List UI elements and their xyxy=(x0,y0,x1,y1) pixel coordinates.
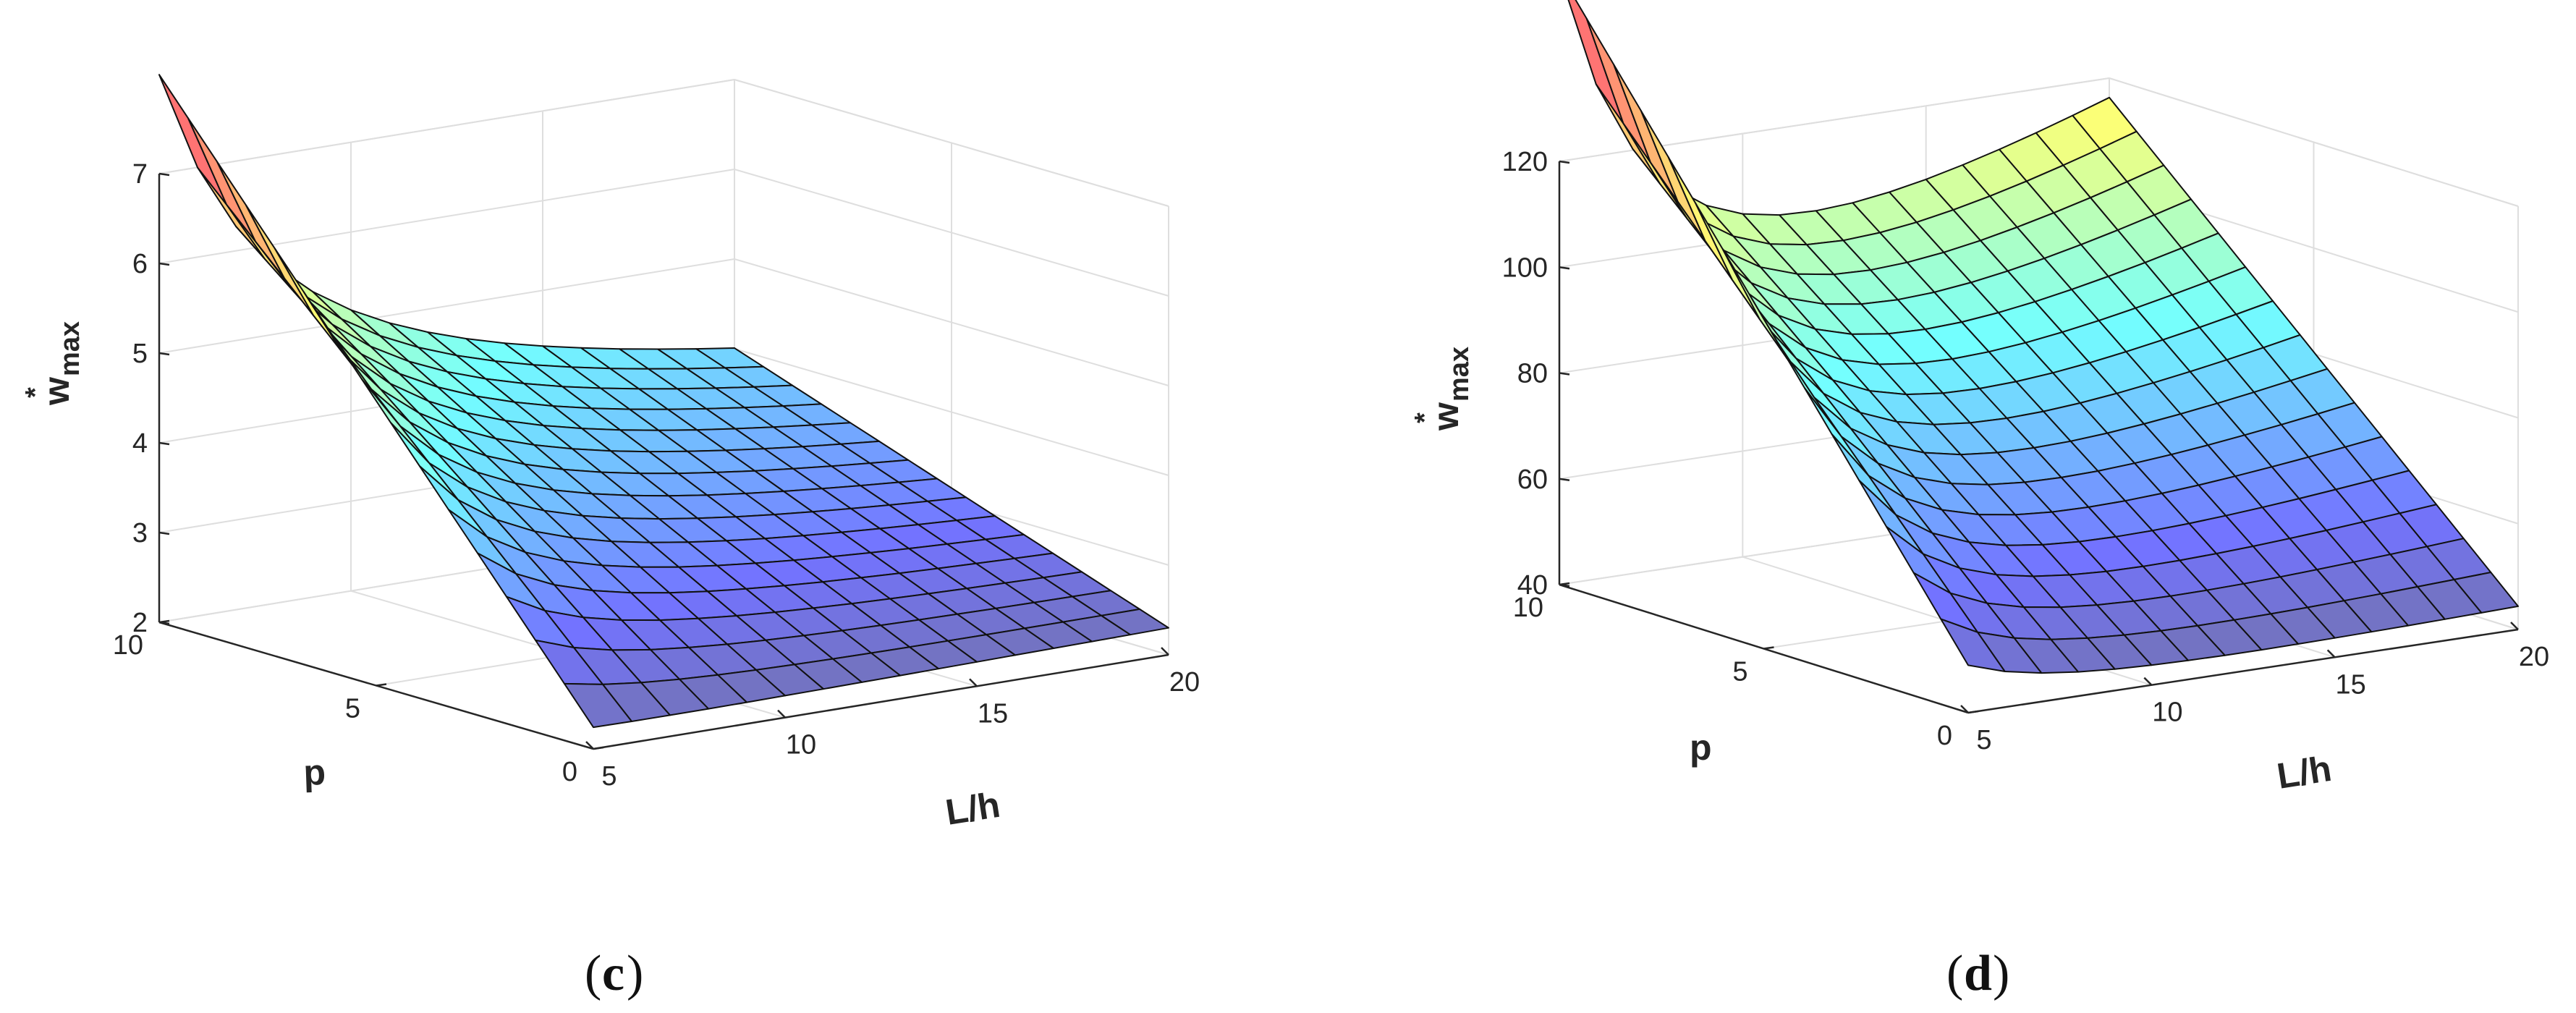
x-axis-label-d: L/h xyxy=(2274,748,2334,797)
z-tick-mark xyxy=(158,352,170,356)
y-tick-mark xyxy=(1763,646,1774,650)
z-tick-label: 4 xyxy=(132,428,148,459)
x-tick-labels-c: 5 10 15 20 xyxy=(585,647,1200,792)
y-tick-mark xyxy=(376,683,387,687)
surface-cell xyxy=(564,682,632,729)
z-tick-mark xyxy=(1559,583,1570,588)
grid-line xyxy=(158,258,735,354)
x-tick-mark xyxy=(969,678,978,687)
x-tick-label: 15 xyxy=(2336,669,2366,700)
x-tick-mark xyxy=(1960,705,1969,713)
z-axis-label-d: w * max xyxy=(1410,347,1475,431)
z-tick-mark xyxy=(1559,372,1570,376)
z-tick-label: 120 xyxy=(1502,147,1548,177)
surface-cell xyxy=(1567,0,1624,124)
x-tick-mark xyxy=(2143,677,2153,686)
z-tick-label: 60 xyxy=(1517,465,1548,495)
z-axis-label-sup-d: * xyxy=(1410,412,1440,423)
y-tick-labels-d: 0 5 10 xyxy=(1513,582,1979,751)
x-tick-mark xyxy=(777,709,786,719)
y-tick-mark xyxy=(1967,710,1979,714)
axis-line xyxy=(1967,628,2519,714)
y-tick-label: 5 xyxy=(1732,657,1747,687)
caption-letter-c: c xyxy=(602,946,624,1001)
z-axis-label-main-c: w xyxy=(36,377,77,406)
x-tick-label: 10 xyxy=(2152,698,2182,728)
z-tick-mark xyxy=(158,172,170,177)
x-axis-label-c: L/h xyxy=(943,784,1003,833)
surface-cell xyxy=(1585,17,1651,164)
surface-cell xyxy=(1640,110,1706,242)
z-tick-label: 100 xyxy=(1502,253,1548,283)
x-tick-mark xyxy=(2510,622,2519,630)
y-tick-label: 0 xyxy=(562,757,577,787)
z-tick-mark xyxy=(1559,478,1570,481)
x-tick-labels-d: 5 10 15 20 xyxy=(1960,622,2549,755)
z-axis-label-sub-d: max xyxy=(1444,347,1475,402)
z-tick-mark xyxy=(158,441,170,446)
panel-caption-d: ( d ) xyxy=(1946,946,2009,1001)
x-tick-label: 5 xyxy=(601,761,617,792)
z-tick-mark xyxy=(158,262,170,266)
y-tick-label: 10 xyxy=(1513,593,1543,623)
z-axis-label-sup-c: * xyxy=(20,387,51,398)
z-tick-label: 6 xyxy=(132,249,148,279)
z-axis-label-c: w * max xyxy=(20,321,85,406)
axis-line xyxy=(593,653,1169,750)
y-tick-label: 5 xyxy=(345,694,360,724)
z-tick-label: 80 xyxy=(1517,359,1548,389)
caption-paren-open-c: ( xyxy=(585,946,601,1001)
z-tick-label: 2 xyxy=(132,608,148,638)
z-tick-label: 7 xyxy=(132,159,148,190)
z-tick-mark xyxy=(1559,266,1570,270)
z-tick-mark xyxy=(158,531,170,535)
z-tick-label: 40 xyxy=(1517,570,1548,601)
y-tick-labels-c: 0 5 10 xyxy=(113,619,604,787)
surface-cell xyxy=(1940,618,2006,672)
surface-mesh-d xyxy=(1567,0,2519,674)
y-tick-mark xyxy=(593,746,604,750)
z-tick-labels-d: 40 60 80 100 120 xyxy=(1502,147,1570,601)
grid-line xyxy=(158,79,735,174)
z-tick-label: 5 xyxy=(132,339,148,369)
y-tick-label: 10 xyxy=(113,630,143,661)
x-tick-label: 20 xyxy=(2519,642,2549,672)
z-tick-mark xyxy=(1559,160,1570,164)
x-tick-mark xyxy=(2326,649,2336,658)
y-axis-label-c: p xyxy=(302,752,326,793)
panel-caption-c: ( c ) xyxy=(585,946,643,1001)
z-axis-label-sub-c: max xyxy=(55,321,85,376)
surface-cell xyxy=(187,117,256,242)
x-tick-label: 5 xyxy=(1976,725,1991,755)
y-axis-label-d: p xyxy=(1690,727,1712,768)
x-tick-label: 20 xyxy=(1169,667,1200,698)
x-tick-mark xyxy=(1161,647,1169,656)
surface-cell xyxy=(158,74,227,205)
surface-mesh-c xyxy=(158,74,1169,729)
caption-paren-close-d: ) xyxy=(1993,946,2009,1001)
z-tick-labels-c: 2 3 4 5 6 7 xyxy=(132,159,170,638)
grid-line xyxy=(734,79,1169,207)
z-axis-label-main-d: w xyxy=(1425,402,1466,431)
z-tick-label: 3 xyxy=(132,518,148,548)
caption-paren-open-d: ( xyxy=(1946,946,1963,1001)
x-tick-label: 10 xyxy=(786,730,816,760)
y-tick-label: 0 xyxy=(1937,721,1952,751)
x-tick-mark xyxy=(585,741,594,750)
x-tick-label: 15 xyxy=(978,698,1008,729)
z-tick-mark xyxy=(158,621,170,625)
surface-cell xyxy=(216,161,285,279)
caption-letter-d: d xyxy=(1964,946,1992,1001)
grid-line xyxy=(2109,77,2519,207)
caption-paren-close-c: ) xyxy=(627,946,643,1001)
